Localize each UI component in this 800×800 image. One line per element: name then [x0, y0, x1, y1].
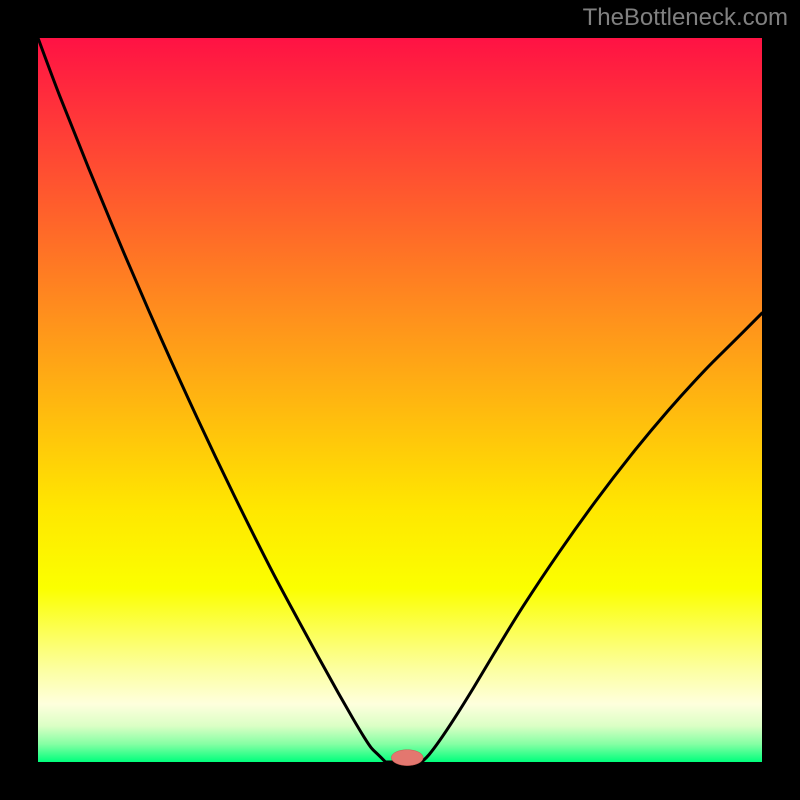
chart-container: TheBottleneck.com: [0, 0, 800, 800]
plot-area: [38, 38, 762, 762]
optimal-point-marker: [391, 750, 423, 766]
watermark-text: TheBottleneck.com: [583, 4, 788, 32]
bottleneck-chart: [0, 0, 800, 800]
